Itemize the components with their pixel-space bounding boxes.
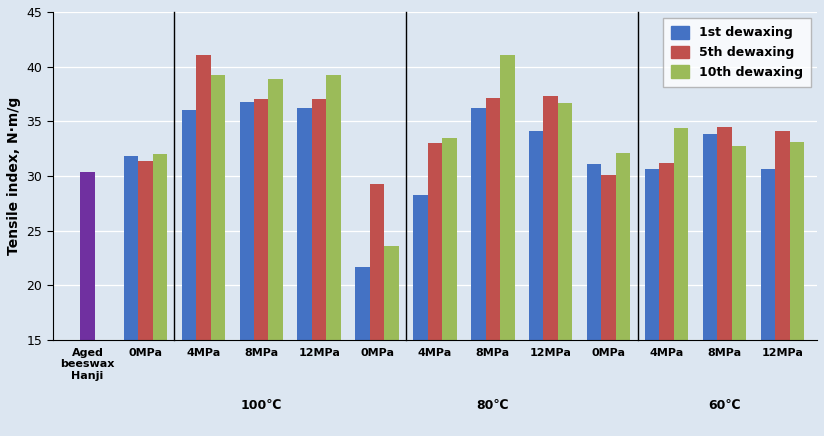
Bar (775, 131, 789, 436)
Bar (602, 175, 616, 436)
Bar (616, 153, 630, 436)
Bar (674, 128, 688, 436)
Bar (471, 108, 485, 436)
Bar (297, 108, 312, 436)
Bar (211, 75, 225, 436)
Bar (645, 170, 659, 436)
Bar (732, 146, 746, 436)
Bar (789, 142, 804, 436)
Bar (587, 164, 602, 436)
Bar (355, 267, 370, 436)
Legend: 1st dewaxing, 5th dewaxing, 10th dewaxing: 1st dewaxing, 5th dewaxing, 10th dewaxin… (663, 18, 811, 87)
Bar (485, 99, 500, 436)
Bar (413, 194, 428, 436)
Bar (181, 110, 196, 436)
Bar (717, 127, 732, 436)
Y-axis label: Tensile index, N·m/g: Tensile index, N·m/g (7, 97, 21, 255)
Bar (254, 99, 269, 436)
Bar (544, 96, 558, 436)
Bar (269, 78, 283, 436)
Bar (659, 163, 674, 436)
Bar (152, 154, 167, 436)
Bar (326, 75, 341, 436)
Bar (138, 161, 152, 436)
Bar (370, 184, 384, 436)
Bar (384, 246, 399, 436)
Bar (703, 134, 717, 436)
Bar (124, 157, 138, 436)
Bar (529, 131, 544, 436)
Bar (196, 54, 211, 436)
Bar (558, 103, 573, 436)
Bar (240, 102, 254, 436)
Bar (428, 143, 442, 436)
Text: 80℃: 80℃ (476, 399, 509, 412)
Text: 60℃: 60℃ (708, 399, 741, 412)
Bar (312, 99, 326, 436)
Bar (500, 54, 514, 436)
Bar (80, 172, 95, 436)
Bar (442, 138, 456, 436)
Text: 100℃: 100℃ (241, 399, 282, 412)
Bar (761, 170, 775, 436)
